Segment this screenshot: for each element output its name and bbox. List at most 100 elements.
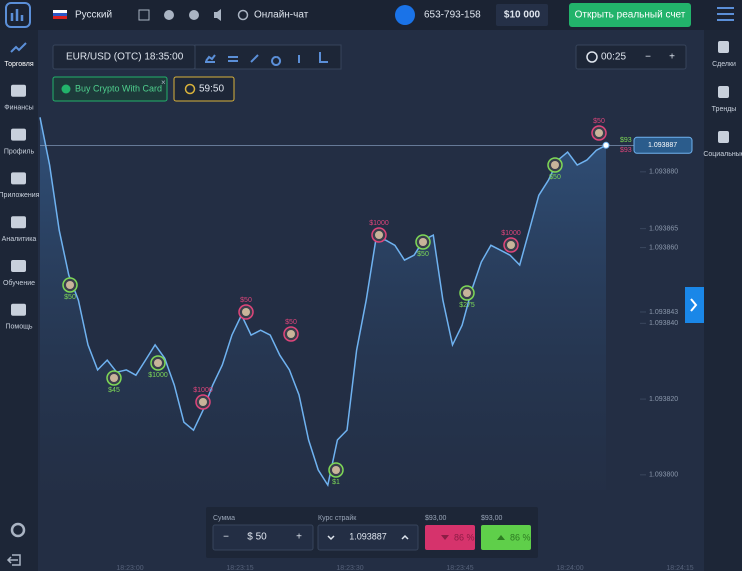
amount-input[interactable] — [212, 524, 314, 551]
chart-tools — [194, 44, 342, 70]
nav-icon[interactable] — [11, 128, 26, 141]
y-tick-label: 1.093860 — [649, 244, 678, 251]
real-account-label[interactable]: Открыть реальный счет — [575, 10, 686, 21]
logo-bars — [10, 9, 24, 21]
timer[interactable]: 00:25 — [601, 52, 626, 63]
sell-percent[interactable]: 86 % — [454, 532, 475, 542]
nav-label[interactable]: Торговля — [4, 61, 33, 68]
strike-value[interactable]: 1.093887 — [349, 531, 387, 541]
price-area — [40, 117, 606, 491]
trade-avatar — [242, 308, 250, 316]
current-price: 1.093887 — [648, 142, 677, 149]
sell-arrow — [441, 535, 449, 540]
nav-label[interactable]: Социальные — [703, 151, 742, 158]
y-tick-label: 1.093820 — [649, 396, 678, 403]
nav-label[interactable]: Аналитика — [2, 236, 37, 243]
chat-icon[interactable] — [237, 9, 249, 21]
current-dot — [602, 141, 610, 149]
nav-icon[interactable] — [11, 303, 26, 316]
settings-icon[interactable] — [164, 10, 174, 20]
nav-icon[interactable] — [11, 260, 26, 272]
trade-avatar — [110, 374, 118, 382]
right-sidebar — [704, 30, 742, 571]
nav-label[interactable]: Профиль — [4, 148, 35, 155]
menu-icon[interactable] — [717, 7, 734, 21]
nav-icon[interactable] — [718, 86, 729, 98]
countdown: 59:50 — [199, 84, 224, 95]
price-line — [39, 117, 607, 488]
trade-avatar — [419, 238, 427, 246]
flag-blue — [53, 13, 67, 16]
x-tick-label: 18:24:00 — [556, 565, 583, 571]
amount-minus[interactable]: − — [223, 532, 229, 543]
asset-label[interactable]: EUR/USD (OTC) 18:35:00 — [66, 52, 184, 63]
amount-value[interactable]: $ 50 — [247, 532, 267, 543]
y-tick-label: 1.093800 — [649, 472, 678, 479]
amount-plus[interactable]: + — [296, 532, 302, 543]
strike-label: Курс страйк — [318, 514, 357, 522]
chat-link[interactable]: Онлайн-чат — [254, 10, 309, 21]
timer-minus[interactable]: − — [645, 52, 651, 63]
x-tick-label: 18:23:45 — [446, 565, 473, 571]
nav-icon[interactable] — [11, 216, 26, 229]
trade-amount: $1 — [332, 479, 340, 486]
nav-icon[interactable] — [11, 172, 26, 185]
up-payout: $93,00 — [481, 515, 503, 522]
real-account-button[interactable] — [569, 3, 691, 27]
trade-avatar — [595, 129, 603, 137]
payout-label: $93 — [620, 147, 632, 154]
trade-avatar — [287, 330, 295, 338]
logout-button[interactable] — [6, 554, 21, 566]
trade-amount: $1000 — [148, 372, 168, 379]
trade-amount: $50 — [549, 174, 561, 181]
balance[interactable]: $10 000 — [504, 10, 541, 21]
down-payout: $93,00 — [425, 515, 447, 522]
nav-icon[interactable] — [718, 131, 729, 143]
expand-panel[interactable] — [685, 287, 704, 323]
timer-plus[interactable]: + — [669, 52, 675, 63]
nav-label[interactable]: Приложения — [0, 192, 40, 199]
fullscreen-icon[interactable] — [138, 9, 150, 21]
help-icon[interactable] — [189, 10, 199, 20]
timer-icon — [586, 51, 598, 63]
payout-label: $93 — [620, 137, 632, 144]
buy-crypto-button[interactable] — [52, 76, 168, 102]
y-tick-label: 1.093865 — [649, 225, 678, 232]
strike-input[interactable] — [317, 524, 419, 551]
nav-icon[interactable] — [11, 84, 26, 97]
sound-icon[interactable] — [214, 9, 221, 21]
countdown-icon — [184, 83, 196, 95]
nav-label[interactable]: Финансы — [4, 105, 33, 112]
buy-percent[interactable]: 86 % — [510, 532, 531, 542]
trade-avatar — [154, 359, 162, 367]
strike-arrows[interactable] — [327, 534, 409, 541]
nav-label[interactable]: Помощь — [5, 324, 32, 331]
nav-icon — [10, 42, 27, 53]
language[interactable]: Русский — [75, 10, 112, 21]
nav-icon[interactable] — [718, 41, 729, 53]
trade-amount: $45 — [108, 387, 120, 394]
account-id: 653-793-158 — [424, 10, 481, 21]
crypto-icon — [61, 84, 71, 94]
trade-avatar — [332, 466, 340, 474]
trade-avatar — [507, 241, 515, 249]
trade-avatar — [463, 289, 471, 297]
balance-box[interactable] — [496, 4, 548, 26]
nav-label[interactable]: Сделки — [712, 61, 736, 68]
x-tick-label: 18:23:00 — [116, 565, 143, 571]
logo[interactable] — [5, 2, 31, 28]
trade-amount: $1000 — [369, 220, 389, 227]
nav-label[interactable]: Тренды — [712, 106, 737, 113]
buy-crypto-label[interactable]: Buy Crypto With Card — [75, 83, 162, 93]
trade-amount: $275 — [459, 302, 475, 309]
settings-button[interactable] — [10, 522, 26, 538]
avatar[interactable] — [395, 5, 415, 25]
time-selector[interactable] — [575, 44, 687, 70]
sell-button[interactable] — [425, 525, 475, 550]
tool-icons[interactable] — [205, 52, 328, 66]
nav-label[interactable]: Обучение — [3, 279, 35, 287]
close-promo[interactable]: × — [161, 78, 166, 87]
buy-button[interactable] — [481, 525, 531, 550]
flag-red — [53, 16, 67, 19]
